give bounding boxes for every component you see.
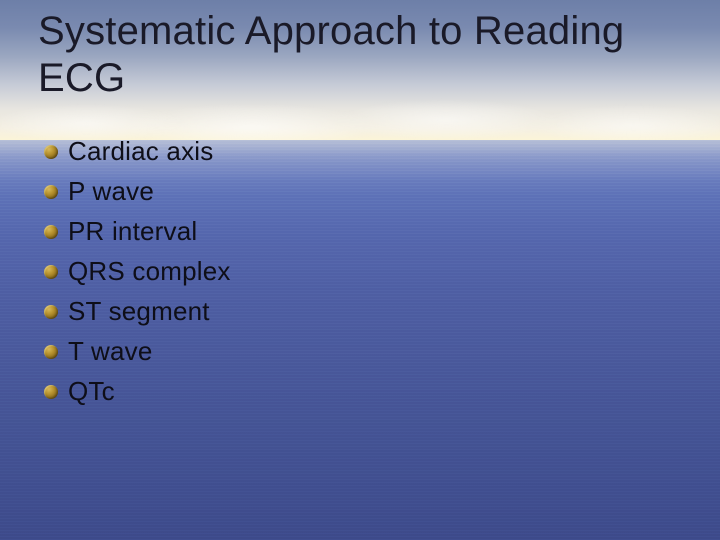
list-item-label: QRS complex <box>68 256 231 287</box>
slide-title: Systematic Approach to Reading ECG <box>38 8 682 102</box>
list-item-label: P wave <box>68 176 154 207</box>
list-item-label: Cardiac axis <box>68 136 213 167</box>
list-item-label: T wave <box>68 336 153 367</box>
list-item: T wave <box>44 336 682 367</box>
bullet-icon <box>44 305 58 319</box>
slide-content: Systematic Approach to Reading ECG Cardi… <box>0 0 720 407</box>
list-item: Cardiac axis <box>44 136 682 167</box>
list-item: QTc <box>44 376 682 407</box>
bullet-icon <box>44 185 58 199</box>
list-item-label: PR interval <box>68 216 197 247</box>
list-item: P wave <box>44 176 682 207</box>
bullet-icon <box>44 385 58 399</box>
list-item-label: QTc <box>68 376 115 407</box>
list-item: PR interval <box>44 216 682 247</box>
bullet-list: Cardiac axis P wave PR interval QRS comp… <box>38 136 682 407</box>
list-item: QRS complex <box>44 256 682 287</box>
bullet-icon <box>44 345 58 359</box>
bullet-icon <box>44 145 58 159</box>
list-item: ST segment <box>44 296 682 327</box>
bullet-icon <box>44 225 58 239</box>
bullet-icon <box>44 265 58 279</box>
list-item-label: ST segment <box>68 296 210 327</box>
